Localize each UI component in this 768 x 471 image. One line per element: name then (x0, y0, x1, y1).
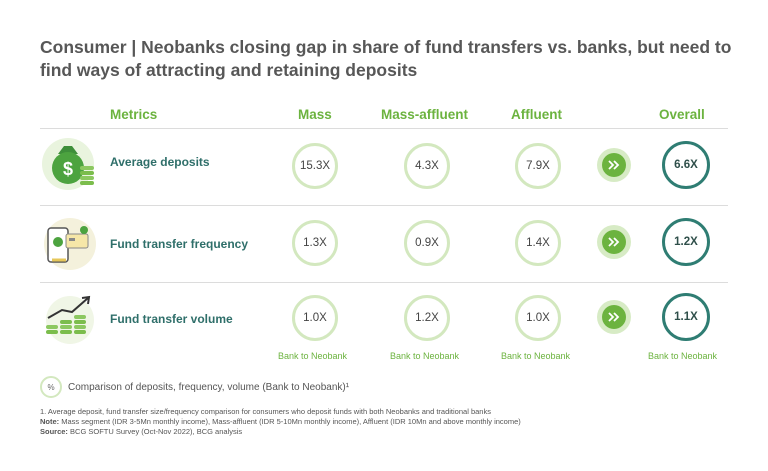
value-affluent-fund-transfer-frequency: 1.4X (515, 220, 561, 266)
footnote-note-label: Note: (40, 417, 60, 426)
money-bag-icon: $ (42, 138, 94, 190)
value-overall-fund-transfer-volume: 1.1X (662, 293, 710, 341)
value-affluent-fund-transfer-volume: 1.0X (515, 295, 561, 341)
phone-card-icon (44, 218, 96, 270)
footnote-1: 1. Average deposit, fund transfer size/f… (40, 407, 491, 416)
footnote-source-text: BCG SOFTU Survey (Oct-Nov 2022), BCG ana… (67, 427, 243, 436)
percent-icon: % (40, 376, 62, 398)
value-mass-average-deposits: 15.3X (292, 143, 338, 189)
coin-stack-growth-icon (46, 295, 94, 344)
sublabel-overall: Bank to Neobank (648, 351, 718, 361)
svg-text:$: $ (63, 159, 73, 179)
value-mass-fund-transfer-volume: 1.0X (292, 295, 338, 341)
double-chevron-right-icon (597, 148, 631, 182)
sublabel-affluent: Bank to Neobank (501, 351, 571, 361)
legend-text: Comparison of deposits, frequency, volum… (68, 381, 350, 393)
metric-label-fund-transfer-volume: Fund transfer volume (110, 312, 233, 326)
sublabel-mass-affluent: Bank to Neobank (390, 351, 460, 361)
header-mass: Mass (298, 107, 332, 122)
value-mass-affluent-average-deposits: 4.3X (404, 143, 450, 189)
footnote-source-label: Source: (40, 427, 68, 436)
header-affluent: Affluent (511, 107, 562, 122)
row-divider (40, 282, 728, 283)
metric-label-average-deposits: Average deposits (110, 155, 210, 169)
row-divider (40, 205, 728, 206)
legend: % Comparison of deposits, frequency, vol… (40, 376, 349, 398)
header-metrics: Metrics (110, 107, 158, 122)
double-chevron-right-icon (597, 300, 631, 334)
value-mass-affluent-fund-transfer-frequency: 0.9X (404, 220, 450, 266)
value-mass-fund-transfer-frequency: 1.3X (292, 220, 338, 266)
value-mass-affluent-fund-transfer-volume: 1.2X (404, 295, 450, 341)
double-chevron-right-icon (597, 225, 631, 259)
value-overall-fund-transfer-frequency: 1.2X (662, 218, 710, 266)
header-overall: Overall (659, 107, 705, 122)
value-affluent-average-deposits: 7.9X (515, 143, 561, 189)
footnote-note-text: Mass segment (IDR 3-5Mn monthly income),… (59, 417, 521, 426)
header-divider (40, 128, 728, 129)
header-mass-affluent: Mass-affluent (381, 107, 469, 122)
page-title: Consumer | Neobanks closing gap in share… (40, 37, 732, 80)
footnote-source: Source: BCG SOFTU Survey (Oct-Nov 2022),… (40, 427, 242, 436)
metric-label-fund-transfer-frequency: Fund transfer frequency (110, 237, 249, 251)
value-overall-average-deposits: 6.6X (662, 141, 710, 189)
footnote-note: Note: Mass segment (IDR 3-5Mn monthly in… (40, 417, 521, 426)
sublabel-mass: Bank to Neobank (278, 351, 348, 361)
